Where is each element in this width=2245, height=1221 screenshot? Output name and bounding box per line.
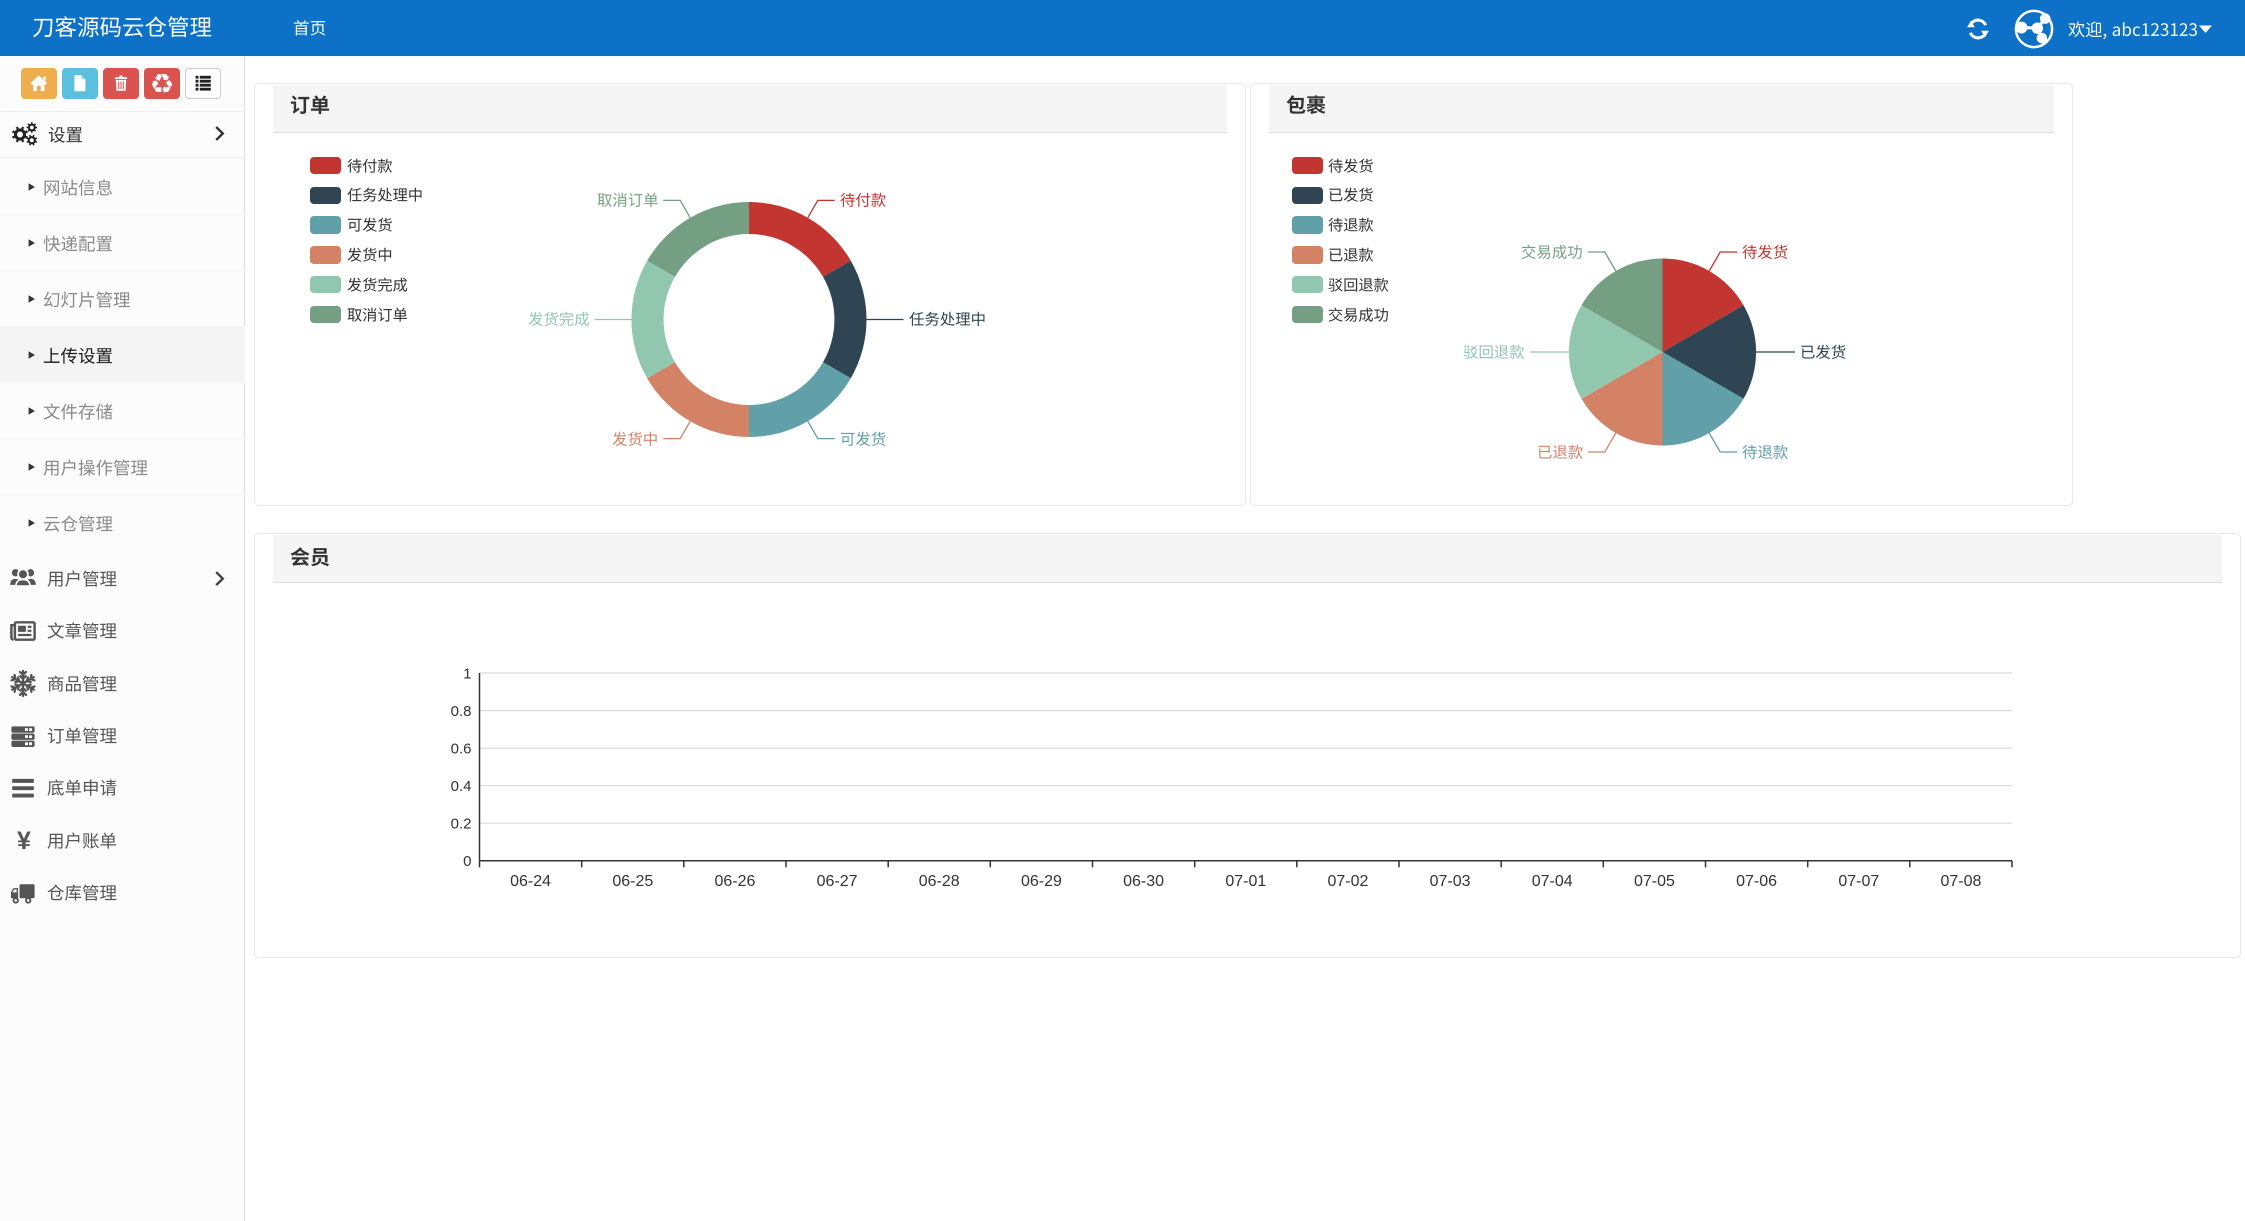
svg-text:07-03: 07-03: [1430, 873, 1471, 890]
svg-text:07-02: 07-02: [1327, 873, 1368, 890]
svg-text:06-28: 06-28: [919, 873, 960, 890]
svg-text:06-25: 06-25: [612, 873, 653, 890]
svg-text:06-30: 06-30: [1123, 873, 1164, 890]
svg-text:0.2: 0.2: [451, 816, 472, 833]
svg-text:07-05: 07-05: [1634, 873, 1675, 890]
svg-text:0: 0: [463, 853, 471, 870]
svg-text:06-26: 06-26: [714, 873, 755, 890]
svg-text:1: 1: [463, 665, 471, 682]
svg-text:07-01: 07-01: [1225, 873, 1266, 890]
svg-text:07-06: 07-06: [1736, 873, 1777, 890]
svg-text:0.6: 0.6: [451, 740, 472, 757]
svg-text:06-24: 06-24: [510, 873, 551, 890]
svg-text:07-07: 07-07: [1838, 873, 1879, 890]
svg-text:06-29: 06-29: [1021, 873, 1062, 890]
svg-text:06-27: 06-27: [817, 873, 858, 890]
svg-text:07-08: 07-08: [1940, 873, 1981, 890]
svg-text:0.8: 0.8: [451, 703, 472, 720]
svg-text:07-04: 07-04: [1532, 873, 1573, 890]
svg-text:0.4: 0.4: [451, 778, 472, 795]
